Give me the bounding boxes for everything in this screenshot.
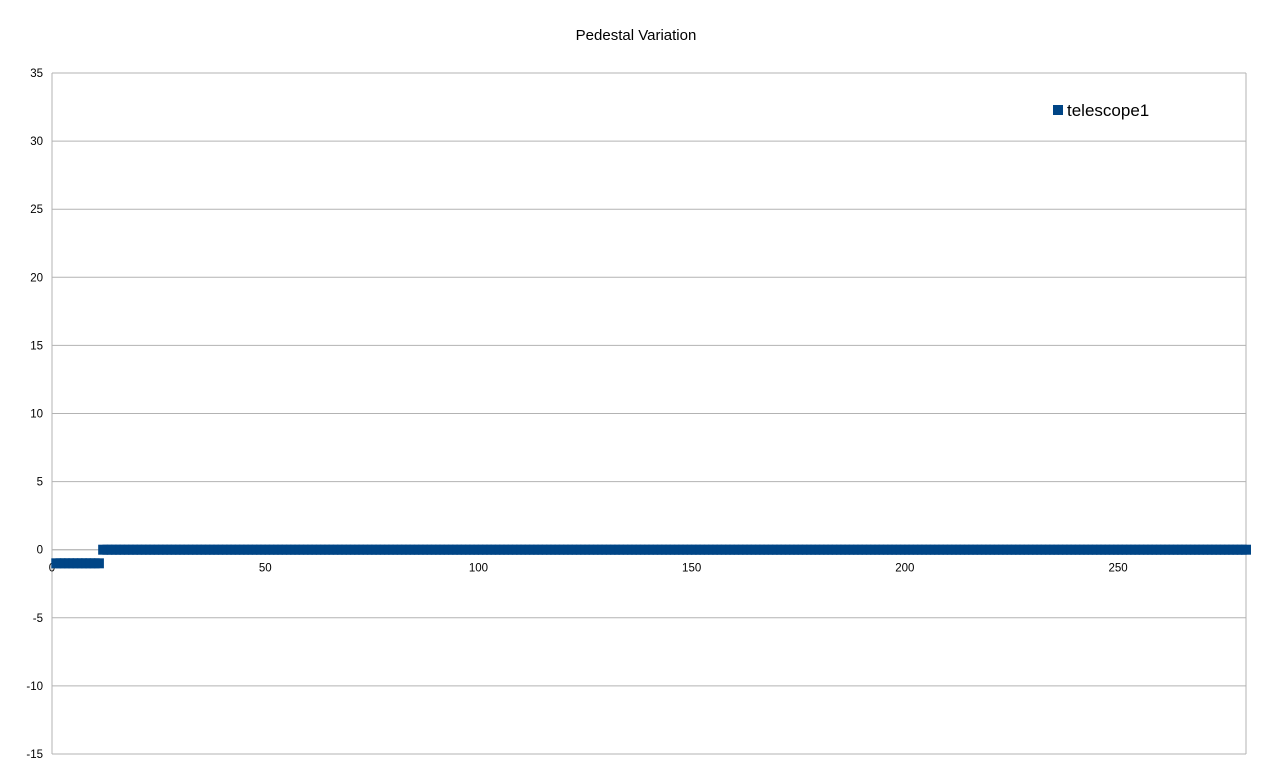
y-tick-label: 35 <box>30 68 43 80</box>
x-tick-label: 250 <box>1108 563 1127 575</box>
legend: telescope1 <box>1053 101 1149 120</box>
y-axis-tick-labels: -15 -10 -5 0 5 10 15 20 25 30 35 <box>26 68 43 761</box>
x-tick-label: 150 <box>682 563 701 575</box>
x-tick-label: 50 <box>259 563 272 575</box>
y-tick-label: 5 <box>37 477 43 489</box>
legend-item-telescope1: telescope1 <box>1053 101 1149 120</box>
x-axis-tick-labels: 0 50 100 150 200 250 <box>49 563 1128 575</box>
x-tick-label: 200 <box>895 563 914 575</box>
telescope1-point <box>93 558 104 569</box>
telescope1-legend-icon <box>1053 105 1063 115</box>
y-tick-label: 10 <box>30 409 43 421</box>
y-tick-label: -5 <box>33 613 43 625</box>
legend-label: telescope1 <box>1067 101 1149 120</box>
y-tick-label: 15 <box>30 340 43 352</box>
x-tick-label: 100 <box>469 563 488 575</box>
data-points <box>51 544 1251 569</box>
y-tick-label: -15 <box>26 749 43 761</box>
x-tick-label: 0 <box>49 563 55 575</box>
y-tick-label: 0 <box>37 545 43 557</box>
y-tick-label: 30 <box>30 136 43 148</box>
y-tick-label: 25 <box>30 204 43 216</box>
y-tick-label: 20 <box>30 272 43 284</box>
series-telescope1 <box>51 544 1251 569</box>
telescope1-point <box>1241 544 1251 555</box>
y-tick-label: -10 <box>26 681 43 693</box>
chart-title: Pedestal Variation <box>576 27 697 44</box>
